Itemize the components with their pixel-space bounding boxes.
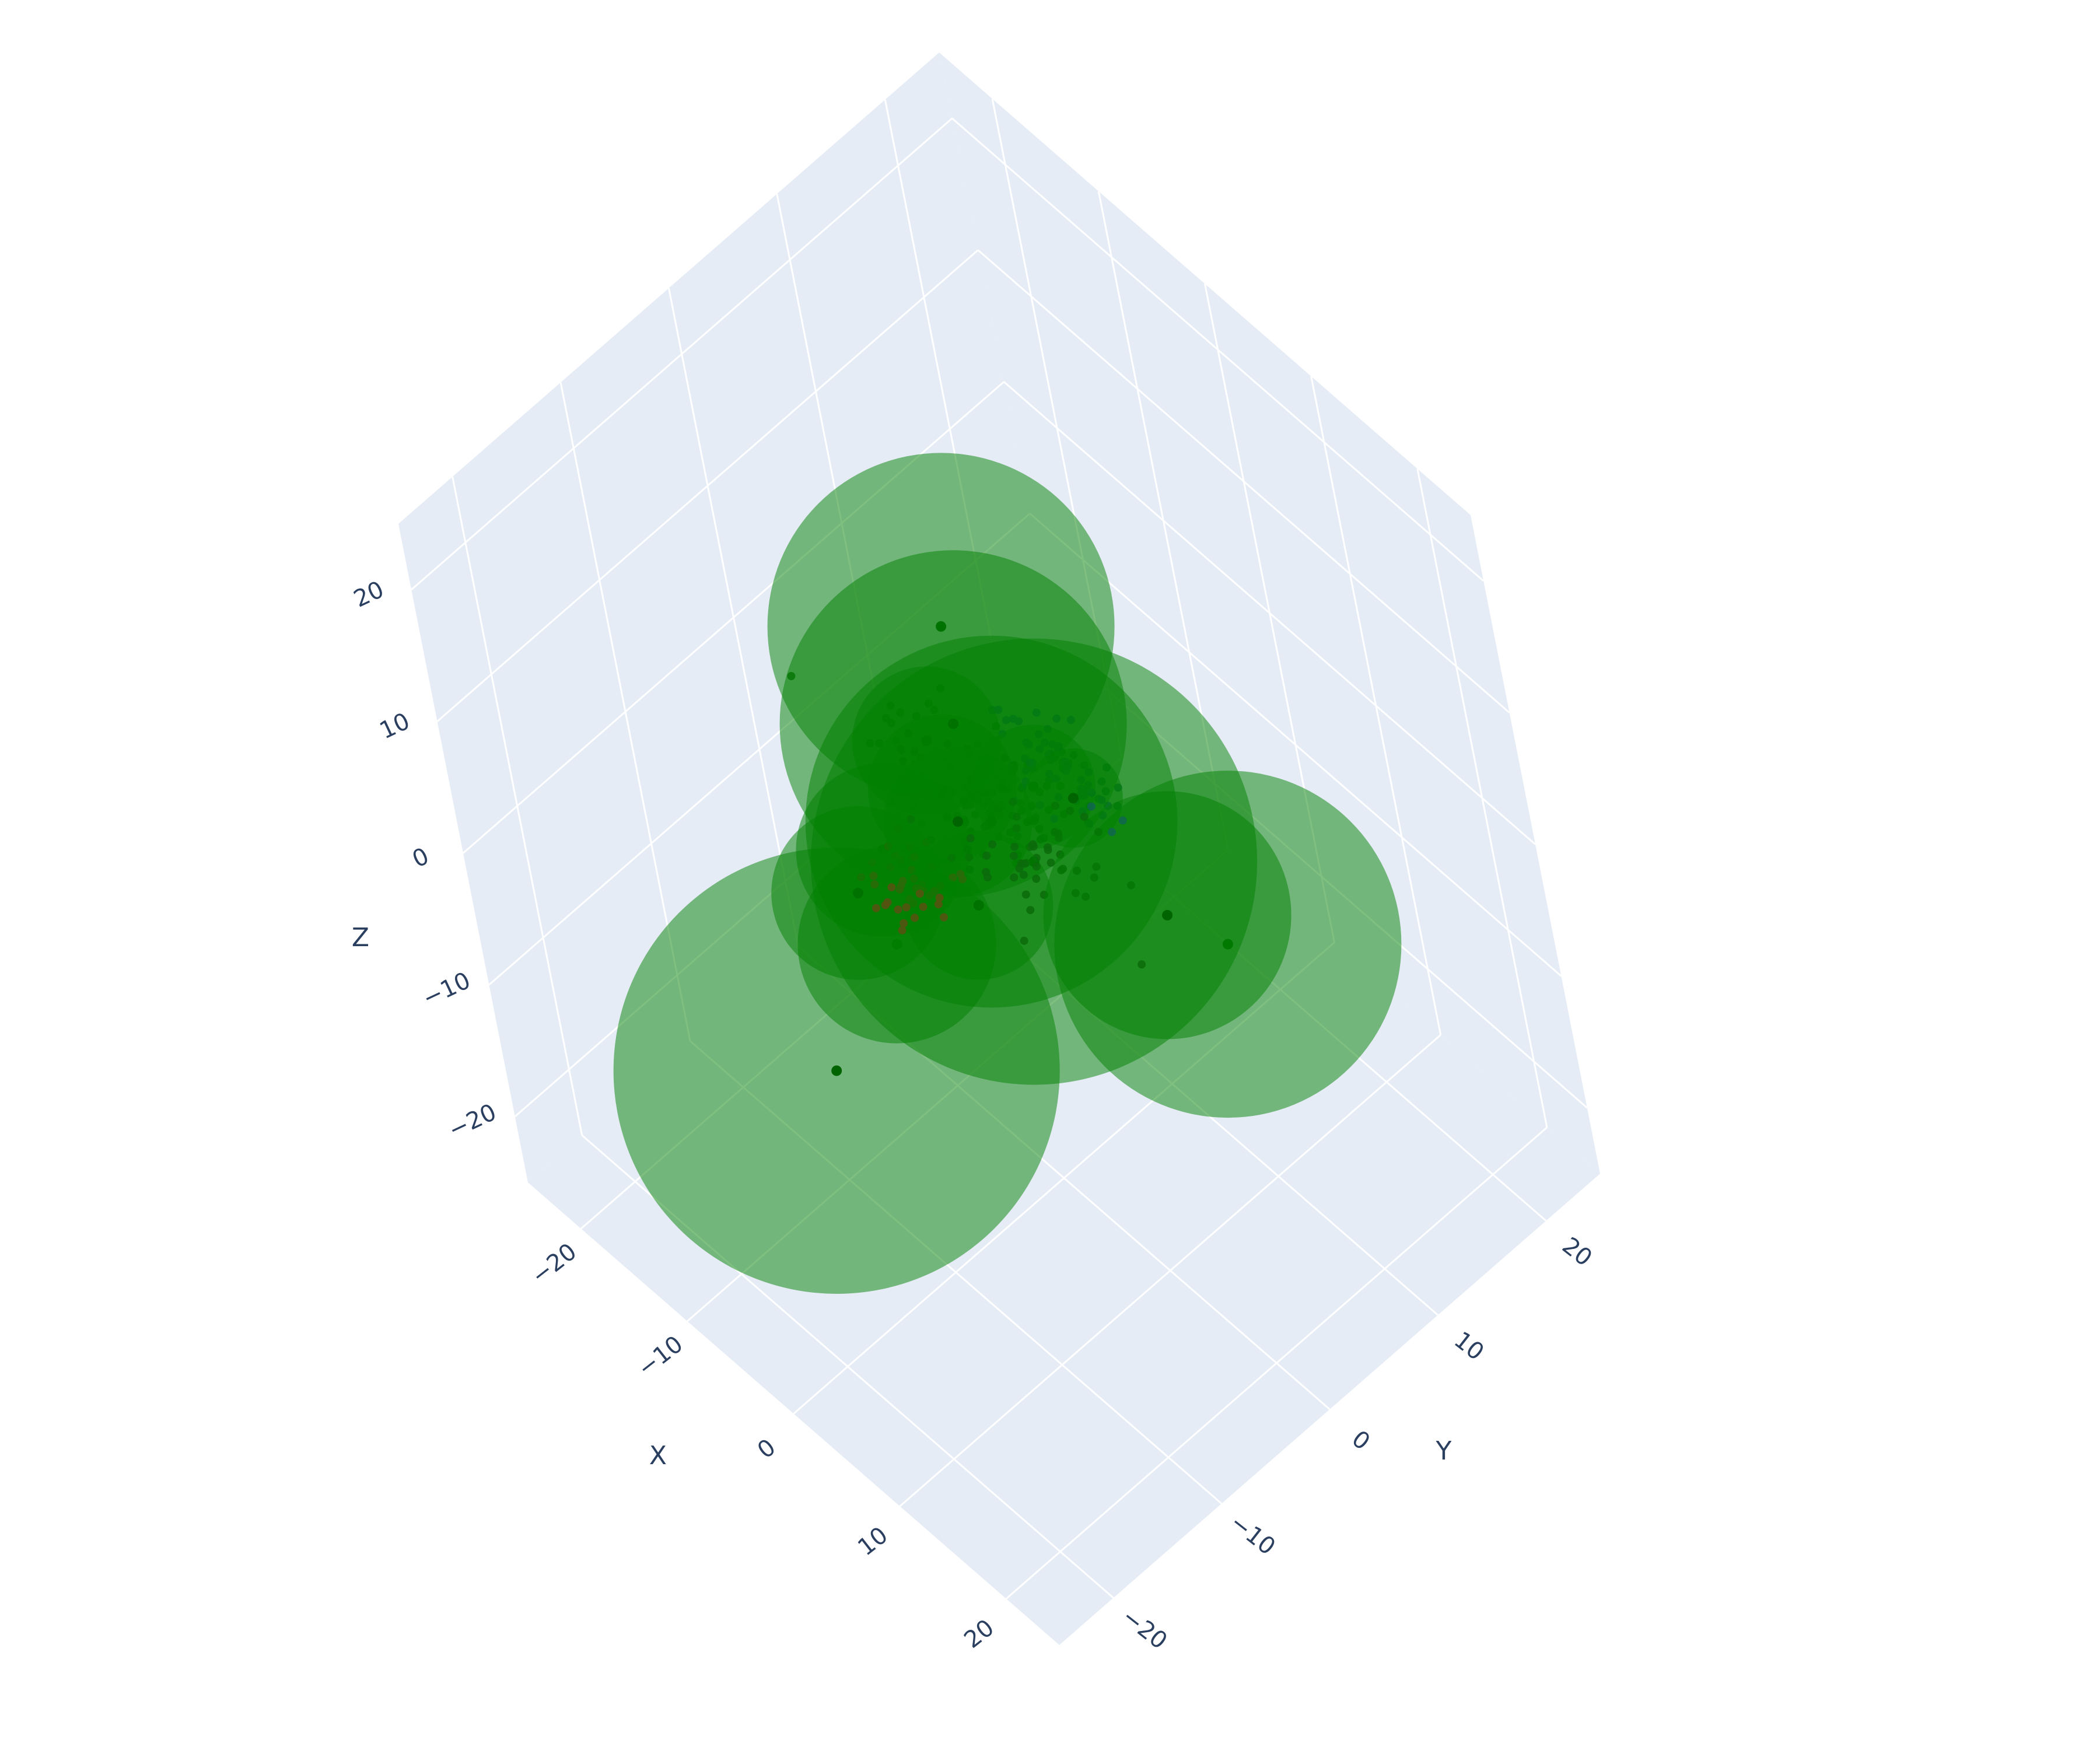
cluster-point	[1010, 873, 1019, 882]
x-tick-label: −10	[633, 1331, 688, 1382]
x-tick-label: 0	[752, 1434, 780, 1464]
cluster-point	[1046, 858, 1055, 867]
y-tick-label: −10	[1225, 1509, 1280, 1560]
cluster-point	[1029, 842, 1038, 851]
cluster-point	[1021, 890, 1030, 899]
cluster-point	[1080, 813, 1088, 821]
z-tick-label: 10	[376, 708, 414, 744]
grid-wallx-z	[436, 249, 979, 722]
z-tick-label: −10	[419, 967, 475, 1012]
sphere-center-point	[1162, 909, 1173, 921]
cluster-point	[1044, 846, 1052, 855]
grid-wally-z	[977, 249, 1510, 713]
sphere-center-point	[953, 816, 963, 827]
x-tick-label: −20	[526, 1238, 582, 1290]
grid-wally-x	[1416, 468, 1548, 1128]
cluster-point	[1032, 862, 1041, 871]
cluster-point	[1019, 870, 1028, 879]
z-tick-label: 0	[408, 842, 433, 873]
axis-titles: X Y Z	[352, 923, 1452, 1471]
grid-floor-x	[1005, 1126, 1548, 1600]
sphere-center-point	[1068, 793, 1079, 804]
cluster-point	[1138, 960, 1146, 969]
z-tick-label: −20	[444, 1099, 501, 1144]
y-tick-label: −20	[1117, 1604, 1172, 1655]
cluster-point	[1026, 906, 1035, 915]
y-tick-label: 10	[1449, 1326, 1489, 1366]
cluster-point	[1032, 874, 1041, 883]
grid-wally-z	[1003, 381, 1536, 845]
z-tick-label: 20	[350, 576, 388, 612]
x-axis-title: X	[649, 1441, 667, 1471]
y-axis-title: Y	[1436, 1436, 1452, 1466]
cluster-point	[984, 873, 992, 881]
cluster-point	[966, 834, 975, 843]
grid-wally-x	[1310, 376, 1442, 1035]
cluster-point	[1010, 842, 1019, 851]
x-tick-label: 10	[853, 1522, 892, 1562]
cluster-point	[1009, 852, 1018, 860]
x-tick-label: 20	[959, 1614, 999, 1654]
data-marks	[613, 453, 1402, 1294]
grid-wallx-z	[411, 117, 953, 591]
z-axis-title: Z	[352, 923, 369, 953]
cluster-point	[982, 851, 991, 860]
y-tick-label: 0	[1347, 1425, 1375, 1455]
sphere-center-point	[831, 1065, 842, 1076]
y-tick-label: 20	[1557, 1232, 1597, 1272]
grid-floor-x	[899, 1034, 1441, 1507]
cluster-point	[1020, 859, 1029, 868]
grid-wally-z	[951, 117, 1485, 582]
cluster-point	[1020, 936, 1028, 945]
cluster-point	[988, 840, 997, 849]
